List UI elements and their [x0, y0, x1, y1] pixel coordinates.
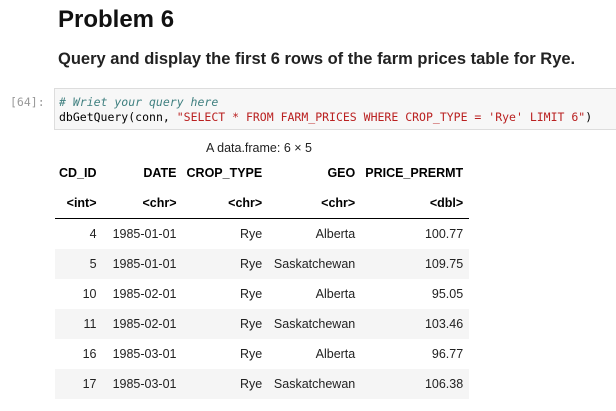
table-cell: Rye: [240, 347, 263, 361]
column-header: CROP_TYPE: [186, 166, 263, 180]
table-cell: Alberta: [315, 347, 356, 361]
type-row: <int> <chr> <chr> <chr> <dbl>: [55, 188, 470, 219]
table-cell: Rye: [240, 317, 263, 331]
table-cell: Alberta: [315, 227, 356, 241]
table-cell: 1985-03-01: [112, 347, 177, 361]
table-cell: 103.46: [424, 317, 464, 331]
table-cell: 1985-01-01: [112, 257, 177, 271]
table-cell: Saskatchewan: [273, 317, 356, 331]
table-cell: 1985-03-01: [112, 377, 177, 391]
table-cell: 1985-02-01: [112, 287, 177, 301]
header-row: CD_ID DATE CROP_TYPE GEO PRICE_PRERMT: [55, 158, 469, 188]
table-cell: Saskatchewan: [273, 377, 356, 391]
code-cell[interactable]: # Wriet your query here dbGetQuery(conn,…: [54, 88, 616, 130]
column-type: <dbl>: [361, 188, 470, 219]
table-cell: 106.38: [424, 377, 464, 391]
table-cell: 100.77: [424, 227, 464, 241]
table-row: 5 1985-01-01 Rye Saskatchewan 109.75: [55, 249, 470, 279]
table-row: 16 1985-03-01 Rye Alberta 96.77: [55, 339, 469, 369]
table-cell: 16: [82, 347, 97, 361]
table-head: CD_ID DATE CROP_TYPE GEO PRICE_PRERMT <int> <…: [55, 158, 470, 219]
column-header: DATE: [143, 166, 177, 180]
table-cell: 17: [82, 377, 97, 391]
table-cell: Rye: [240, 257, 263, 271]
table-cell: Alberta: [315, 287, 356, 301]
table-row: 4 1985-01-01 Rye Alberta 100.77: [55, 219, 469, 250]
table-cell: 10: [82, 287, 97, 301]
code-close: ): [585, 110, 593, 124]
table-cell: 109.75: [424, 257, 464, 271]
table-cell: Saskatchewan: [273, 257, 356, 271]
table-cell: 1985-02-01: [112, 317, 177, 331]
table-cell: 4: [89, 227, 97, 241]
table-cell: 5: [89, 257, 97, 271]
table-cell: 1985-01-01: [112, 227, 177, 241]
table-cell: 96.77: [431, 347, 464, 361]
table-cell: Rye: [240, 287, 263, 301]
table-caption: A data.frame: 6 × 5: [206, 141, 312, 155]
column-header: PRICE_PRERMT: [365, 166, 464, 180]
table-cell: 11: [83, 317, 97, 331]
code-args: (conn,: [128, 110, 177, 124]
column-type: <chr>: [182, 188, 269, 219]
table-cell: Rye: [240, 377, 263, 391]
table-row: 17 1985-03-01 Rye Saskatchewan 106.38: [55, 369, 470, 399]
instruction: Query and display the first 6 rows of th…: [58, 50, 576, 68]
column-header: CD_ID: [59, 166, 97, 180]
data-table: CD_ID DATE CROP_TYPE GEO PRICE_PRERMT <int> <…: [55, 158, 470, 399]
table-cell: 95.05: [431, 287, 464, 301]
code-comment: # Wriet your query here: [59, 95, 219, 109]
column-type: <chr>: [102, 188, 183, 219]
code-string: "SELECT * FROM FARM_PRICES WHERE CROP_TY…: [176, 110, 586, 124]
code-function: dbGetQuery: [59, 110, 129, 124]
heading: Problem 6: [58, 6, 175, 33]
cell-prompt: [64]:: [10, 95, 45, 109]
table-body: 4 1985-01-01 Rye Alberta 100.77 5 1985-01-01 Ry…: [55, 219, 470, 399]
column-type: <chr>: [268, 188, 362, 219]
column-header: GEO: [327, 166, 356, 180]
column-type: <int>: [55, 188, 103, 219]
table-row: 10 1985-02-01 Rye Alberta 95.05: [55, 279, 469, 309]
table-row: 11 1985-02-01 Rye Saskatchewan 103.46: [55, 309, 470, 339]
table-cell: Rye: [240, 227, 263, 241]
